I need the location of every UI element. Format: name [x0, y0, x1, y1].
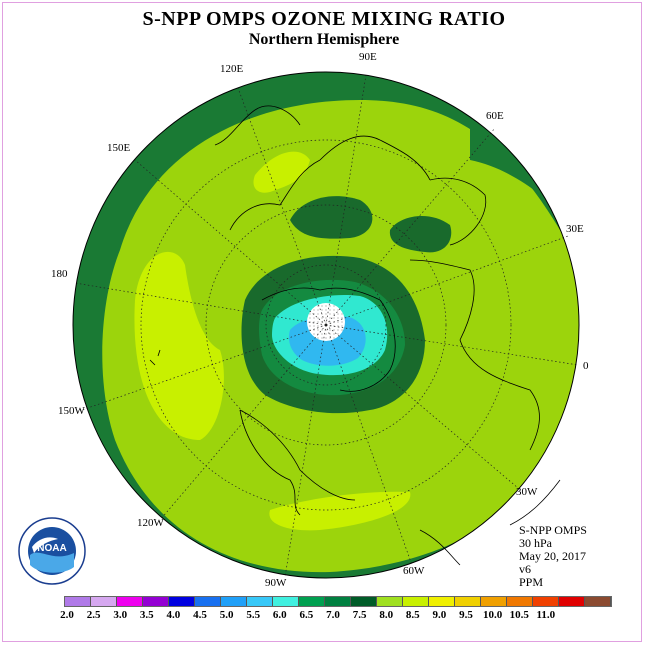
colorbar-tick-label: 2.5	[86, 609, 101, 621]
lon-label: 30E	[566, 223, 584, 235]
colorbar-swatch	[455, 597, 481, 606]
dark-blob-europe	[389, 215, 452, 253]
no-data-pole	[307, 303, 345, 341]
map-subtitle: Northern Hemisphere	[248, 31, 400, 48]
colorbar-swatch	[481, 597, 507, 606]
logo-text: NOAA	[37, 543, 66, 554]
image-frame	[2, 2, 642, 642]
info-product: S-NPP OMPS	[519, 523, 587, 537]
lon-label: 120W	[137, 517, 164, 529]
colorbar-tick-label: 8.0	[379, 609, 394, 621]
noaa-logo: NOAA	[18, 517, 86, 585]
lon-label: 180	[51, 268, 68, 280]
lon-label: 30W	[516, 486, 538, 498]
info-version: v6	[519, 562, 531, 576]
product-info: S-NPP OMPS 30 hPa May 20, 2017 v6 PPM	[519, 524, 587, 589]
lon-label: 120E	[220, 63, 244, 75]
info-level: 30 hPa	[519, 536, 552, 550]
yellow-patch-south	[269, 491, 411, 531]
colorbar-swatch	[403, 597, 429, 606]
colorbar-tick-label: 3.0	[113, 609, 128, 621]
colorbar-ticks: 2.0 2.5 3.0 3.5 4.0 4.5 5.0 5.5 6.0 6.5 7.0 7.5 8.0 8…	[0, 609, 648, 623]
colorbar-tick-label: 10.5	[509, 609, 529, 621]
colorbar-tick-label: 4.5	[193, 609, 207, 621]
lon-label: 0	[583, 360, 589, 372]
colorbar-tick-label: 9.5	[459, 609, 473, 621]
colorbar-swatch	[585, 597, 611, 606]
colorbar-swatch	[221, 597, 247, 606]
info-date: May 20, 2017	[519, 549, 586, 563]
colorbar-swatch	[299, 597, 325, 606]
colorbar-tick-label: 7.0	[326, 609, 340, 621]
yellow-patch-west	[134, 251, 224, 440]
lon-label: 60E	[486, 110, 504, 122]
colorbar-tick-label: 4.0	[166, 609, 181, 621]
colorbar-swatch	[247, 597, 273, 606]
map-boundary	[72, 71, 580, 579]
colorbar-tick-label: 7.5	[352, 609, 367, 621]
colorbar	[64, 596, 612, 607]
colorbar-tick-label: 11.0	[536, 609, 556, 621]
colorbar-swatch	[117, 597, 143, 606]
colorbar-tick-label: 6.0	[272, 609, 287, 621]
lon-label: 150E	[107, 142, 131, 154]
lon-label: 150W	[58, 405, 85, 417]
colorbar-swatch	[377, 597, 403, 606]
colorbar-tick-label: 5.5	[246, 609, 261, 621]
colorbar-swatch	[351, 597, 377, 606]
colorbar-swatch	[533, 597, 559, 606]
colorbar-swatch	[325, 597, 351, 606]
map-title: S-NPP OMPS OZONE MIXING RATIO	[142, 8, 506, 30]
colorbar-swatch	[169, 597, 195, 606]
colorbar-tick-label: 5.0	[219, 609, 234, 621]
colorbar-tick-label: 8.5	[405, 609, 420, 621]
colorbar-tick-label: 9.0	[432, 609, 447, 621]
colorbar-swatch	[273, 597, 299, 606]
colorbar-swatch	[65, 597, 91, 606]
lon-label: 90W	[265, 577, 287, 589]
dark-blob-siberia	[290, 196, 373, 239]
colorbar-swatch	[195, 597, 221, 606]
colorbar-tick-label: 3.5	[139, 609, 154, 621]
colorbar-swatch	[429, 597, 455, 606]
info-units: PPM	[519, 575, 544, 589]
yellow-patch-north	[253, 151, 310, 193]
coastlines	[149, 105, 561, 566]
colorbar-swatch	[143, 597, 169, 606]
colorbar-swatch	[91, 597, 117, 606]
colorbar-tick-label: 2.0	[60, 609, 74, 621]
colorbar-tick-label: 10.0	[482, 609, 503, 621]
colorbar-swatch	[507, 597, 533, 606]
colorbar-swatch	[559, 597, 585, 606]
colorbar-tick-label: 6.5	[299, 609, 314, 621]
lon-label: 60W	[403, 565, 425, 577]
lon-label: 90E	[359, 51, 377, 63]
